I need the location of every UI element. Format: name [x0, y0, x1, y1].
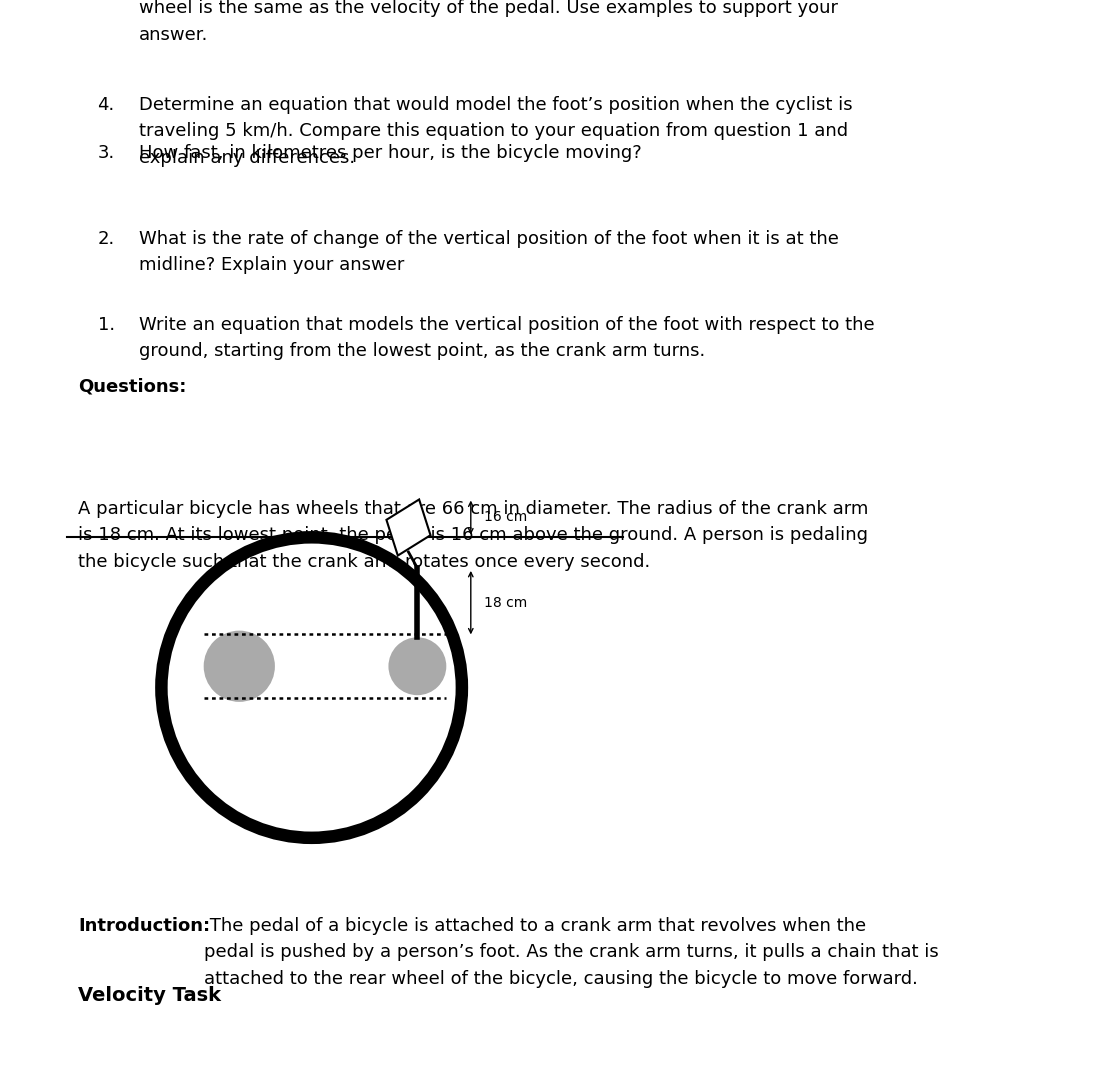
- Text: Introduction:: Introduction:: [78, 917, 210, 935]
- Text: Questions:: Questions:: [78, 377, 186, 395]
- Text: Write an equation that models the vertical position of the foot with respect to : Write an equation that models the vertic…: [139, 316, 875, 360]
- Ellipse shape: [204, 631, 275, 701]
- Text: 2.: 2.: [98, 230, 115, 248]
- Text: A particular bicycle has wheels that are 66 cm in diameter. The radius of the cr: A particular bicycle has wheels that are…: [78, 500, 868, 570]
- Text: What is the rate of change of the vertical position of the foot when it is at th: What is the rate of change of the vertic…: [139, 230, 839, 274]
- Text: 4.: 4.: [98, 96, 115, 114]
- Text: Use calculus to explain why the rotation velocity of a point on the perimeter of: Use calculus to explain why the rotation…: [139, 0, 868, 44]
- Text: Determine an equation that would model the foot’s position when the cyclist is
t: Determine an equation that would model t…: [139, 96, 853, 166]
- Ellipse shape: [388, 637, 446, 695]
- Text: 1.: 1.: [98, 316, 115, 334]
- Text: 3.: 3.: [98, 144, 115, 162]
- Text: How fast, in kilometres per hour, is the bicycle moving?: How fast, in kilometres per hour, is the…: [139, 144, 642, 162]
- Text: 18 cm: 18 cm: [484, 596, 528, 610]
- Text: Velocity Task: Velocity Task: [78, 986, 220, 1005]
- Text: 16 cm: 16 cm: [484, 511, 528, 524]
- Text: The pedal of a bicycle is attached to a crank arm that revolves when the
pedal i: The pedal of a bicycle is attached to a …: [204, 917, 938, 987]
- Polygon shape: [386, 500, 431, 555]
